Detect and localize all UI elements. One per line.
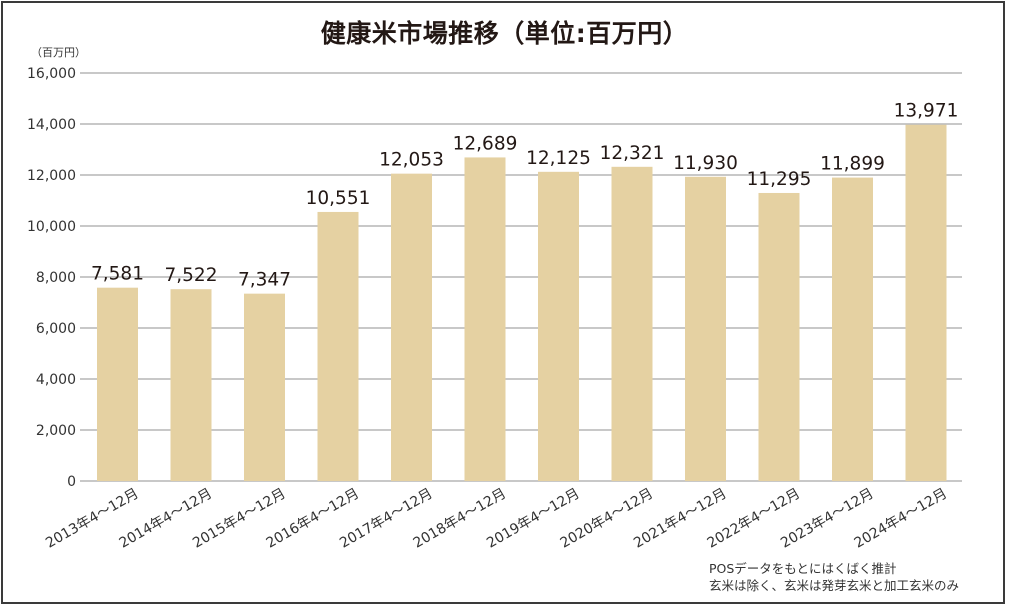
chart-notes: POSデータをもとにはくばく推計 玄米は除く、玄米は発芽玄米と加工玄米のみ	[709, 560, 959, 594]
y-tick-label: 12,000	[27, 168, 76, 184]
bar-value-label: 7,581	[91, 264, 144, 285]
bar	[538, 171, 579, 481]
bar	[244, 293, 285, 481]
y-tick-label: 14,000	[27, 117, 76, 133]
bar-value-label: 11,930	[673, 153, 738, 174]
y-tick-label: 0	[67, 474, 76, 490]
y-tick-label: 10,000	[27, 219, 76, 235]
bar-value-label: 11,899	[820, 154, 885, 175]
bar-value-label: 10,551	[306, 188, 371, 209]
bar-value-label: 13,971	[894, 101, 959, 122]
bar	[832, 177, 873, 481]
bar	[685, 176, 726, 481]
note-scope: 玄米は除く、玄米は発芽玄米と加工玄米のみ	[709, 578, 960, 593]
y-tick-label: 6,000	[36, 321, 76, 337]
bar-value-label: 12,053	[379, 150, 444, 171]
bar-value-label: 12,125	[526, 148, 591, 169]
y-axis-unit-label: （百万円）	[31, 46, 86, 59]
bar	[905, 124, 947, 481]
y-tick-label: 4,000	[36, 372, 76, 388]
y-tick-label: 2,000	[36, 423, 76, 439]
bar	[758, 192, 800, 482]
bar-value-label: 12,689	[453, 133, 518, 154]
bar	[611, 166, 653, 481]
bar-value-label: 11,295	[747, 169, 812, 190]
bar	[464, 157, 506, 482]
note-source: POSデータをもとにはくばく推計	[709, 561, 897, 576]
bar	[317, 211, 359, 481]
bar-value-label: 7,522	[165, 265, 218, 286]
chart-title: 健康米市場推移（単位:百万円）	[320, 19, 689, 48]
y-tick-label: 8,000	[36, 270, 76, 286]
bar	[170, 289, 212, 481]
y-tick-label: 16,000	[27, 66, 76, 82]
bar	[97, 287, 138, 481]
bar	[391, 173, 432, 481]
bar-value-label: 7,347	[238, 270, 291, 291]
bar-value-label: 12,321	[600, 143, 665, 164]
